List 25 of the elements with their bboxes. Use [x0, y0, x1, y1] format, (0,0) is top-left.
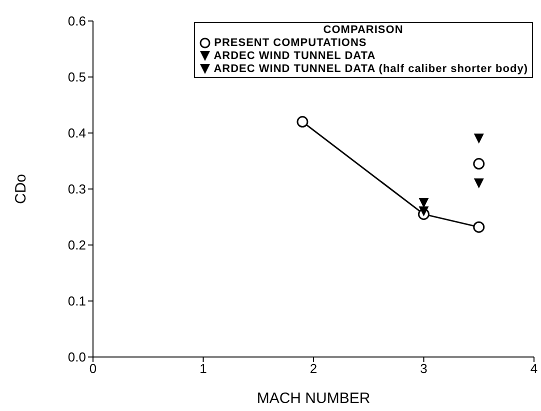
y-tick-label: 0.0 — [68, 350, 86, 365]
y-tick-label: 0.6 — [68, 14, 86, 29]
y-tick-label: 0.4 — [68, 126, 86, 141]
x-tick-label: 3 — [420, 361, 428, 376]
legend-label: ARDEC WIND TUNNEL DATA (half caliber shorter body) — [212, 63, 528, 76]
point — [474, 134, 484, 144]
point — [418, 206, 429, 216]
x-tick-label: 1 — [200, 361, 207, 376]
y-tick-label: 0.1 — [68, 294, 86, 309]
y-tick-label: 0.3 — [68, 182, 86, 197]
y-tick-label: 0.2 — [68, 238, 86, 253]
point — [473, 221, 485, 233]
legend-title: COMPARISON — [322, 24, 404, 37]
x-axis-title: MACH NUMBER — [256, 390, 370, 407]
point — [418, 198, 429, 208]
y-axis-title: CDo — [12, 174, 30, 204]
x-tick-label: 2 — [310, 361, 318, 376]
point — [473, 158, 485, 170]
point — [296, 116, 308, 128]
y-tick-label: 0.5 — [68, 70, 86, 85]
legend-label: ARDEC WIND TUNNEL DATA — [212, 50, 377, 63]
legend-label: PRESENT COMPUTATIONS — [213, 37, 368, 50]
point — [474, 178, 484, 188]
x-tick-label: 0 — [89, 361, 97, 376]
x-tick-label: 4 — [530, 361, 538, 376]
